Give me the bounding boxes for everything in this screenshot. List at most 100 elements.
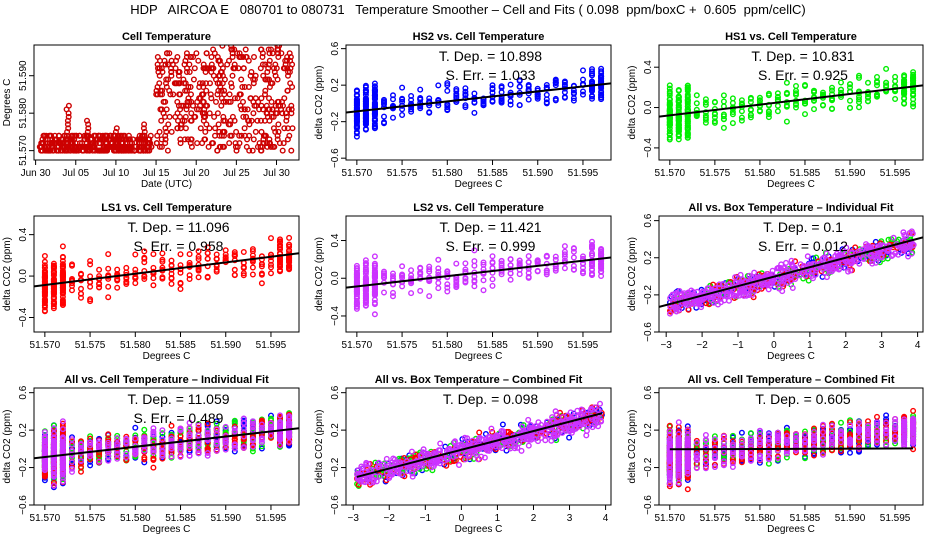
data-point <box>507 262 514 269</box>
data-point <box>162 125 169 132</box>
data-point <box>164 147 171 154</box>
data-point <box>186 272 193 279</box>
data-point <box>353 92 360 99</box>
data-point <box>233 128 240 135</box>
data-point <box>229 113 236 120</box>
data-point <box>159 256 166 263</box>
figure-title: HDP AIRCOA E 080701 to 080731 Temperatur… <box>130 2 806 17</box>
data-point <box>174 125 181 132</box>
data-point <box>444 281 451 288</box>
panel-title: LS2 vs. Cell Temperature <box>413 202 544 214</box>
temperature-dependence-label: T. Dep. = 10.898 <box>439 48 542 64</box>
data-point <box>721 297 728 304</box>
panel-title: All vs. Cell Temperature – Individual Fi… <box>64 374 269 386</box>
data-point <box>274 136 281 143</box>
data-point <box>561 94 568 101</box>
data-point <box>87 273 94 280</box>
data-point <box>453 276 460 283</box>
data-point <box>471 109 478 116</box>
data-point <box>901 100 908 107</box>
data-point <box>193 106 200 113</box>
data-point <box>176 91 183 98</box>
data-point <box>852 244 859 251</box>
data-point <box>195 57 202 64</box>
data-point <box>240 65 247 72</box>
data-point <box>257 143 264 150</box>
data-point <box>150 251 157 258</box>
data-point <box>274 45 281 49</box>
data-point <box>598 248 605 255</box>
data-point <box>241 106 248 113</box>
data-point <box>353 305 360 312</box>
data-point <box>362 276 369 283</box>
x-tick-label: 51.570 <box>342 340 373 351</box>
data-point <box>675 122 682 129</box>
data-point <box>150 464 157 471</box>
data-point <box>190 54 197 61</box>
data-points <box>667 228 917 317</box>
data-point <box>589 95 596 102</box>
data-point <box>258 260 265 267</box>
data-point <box>218 95 225 102</box>
data-point <box>417 86 424 93</box>
data-point <box>480 261 487 268</box>
data-point <box>177 286 184 293</box>
data-point <box>264 140 271 147</box>
data-point <box>112 143 119 150</box>
data-point <box>41 304 48 311</box>
data-point <box>176 68 183 75</box>
x-tick-label: 51.590 <box>835 168 866 179</box>
data-point <box>172 57 179 64</box>
data-point <box>202 128 209 135</box>
data-point <box>719 281 726 288</box>
data-point <box>216 80 223 87</box>
data-point <box>783 90 790 97</box>
data-point <box>105 265 112 272</box>
data-point <box>202 68 209 75</box>
data-point <box>201 136 208 143</box>
data-point <box>96 140 103 147</box>
data-point <box>231 46 238 53</box>
data-point <box>543 267 550 274</box>
data-point <box>287 57 294 64</box>
data-point <box>829 84 836 91</box>
data-point <box>289 125 296 132</box>
data-point <box>804 253 811 260</box>
data-point <box>516 83 523 90</box>
data-point <box>77 463 84 470</box>
data-point <box>89 147 96 154</box>
data-point <box>157 106 164 113</box>
data-point <box>59 478 66 485</box>
data-point <box>371 80 378 87</box>
data-point <box>141 128 148 135</box>
data-point <box>910 77 917 84</box>
data-point <box>435 265 442 272</box>
data-point <box>756 97 763 104</box>
data-point <box>189 102 196 109</box>
data-point <box>269 143 276 150</box>
data-point <box>168 422 175 429</box>
data-point <box>353 275 360 282</box>
data-point <box>221 87 228 94</box>
data-point <box>789 262 796 269</box>
x-tick-label: 51.585 <box>165 340 196 351</box>
data-point <box>901 88 908 95</box>
data-point <box>462 266 469 273</box>
data-point <box>666 121 673 128</box>
data-point <box>561 243 568 250</box>
data-point <box>580 88 587 95</box>
data-point <box>826 266 833 273</box>
data-point <box>426 266 433 273</box>
data-point <box>123 264 130 271</box>
data-point <box>240 272 247 279</box>
data-point <box>203 50 210 57</box>
data-point <box>213 255 220 262</box>
data-point <box>262 91 269 98</box>
data-point <box>234 95 241 102</box>
data-point <box>226 140 233 147</box>
data-point <box>228 132 235 139</box>
data-point <box>408 272 415 279</box>
data-point <box>910 103 917 110</box>
data-point <box>204 244 211 251</box>
